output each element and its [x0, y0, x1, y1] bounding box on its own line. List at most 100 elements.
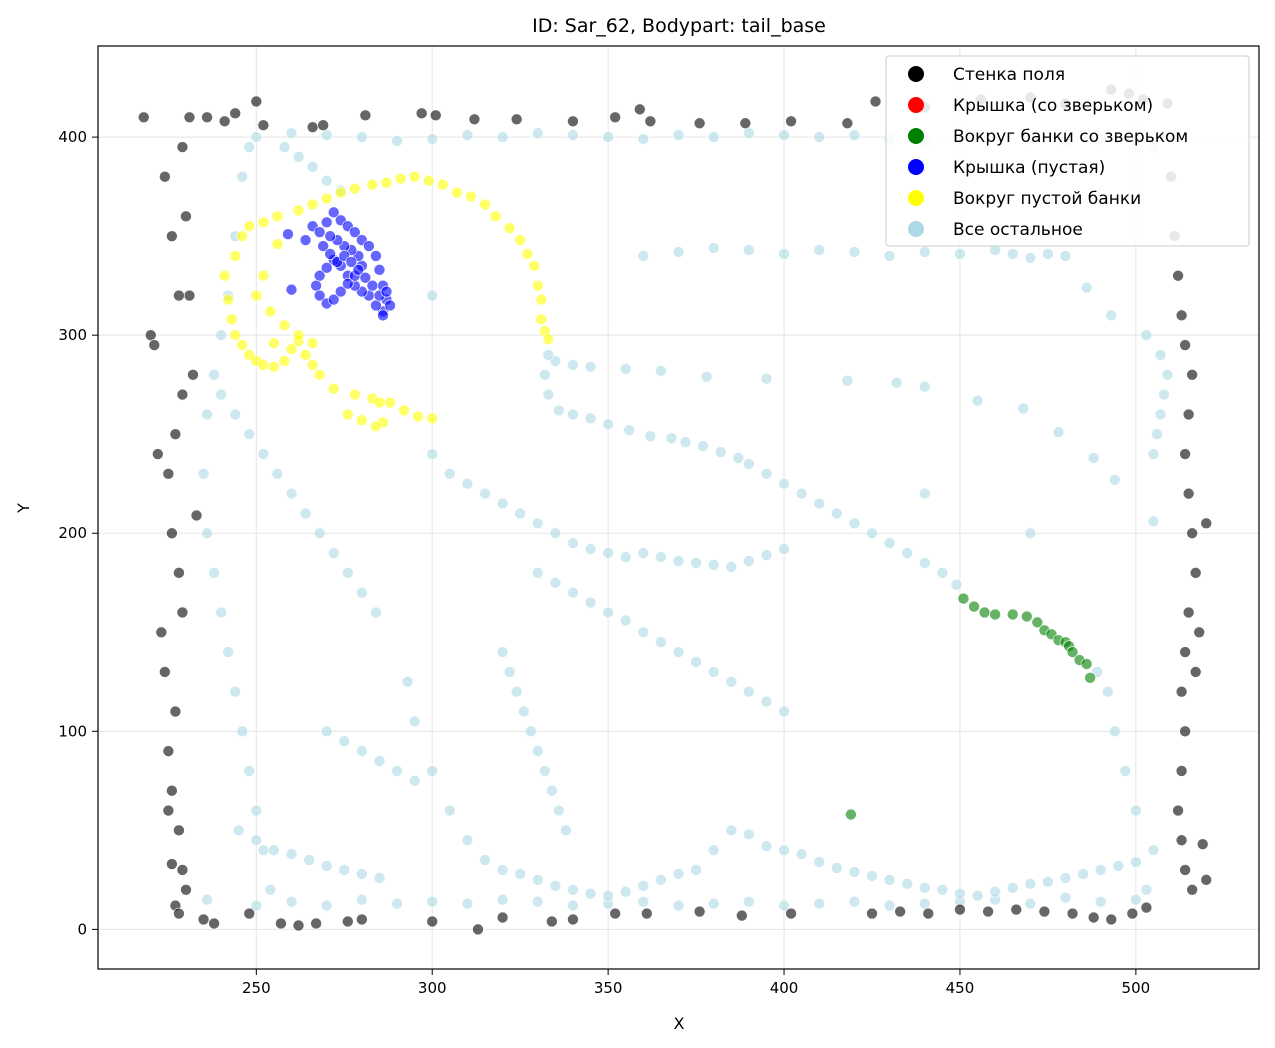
scatter-point — [690, 557, 702, 569]
scatter-point — [356, 913, 368, 926]
scatter-point — [391, 897, 403, 910]
scatter-point — [341, 408, 354, 421]
scatter-point — [560, 824, 572, 837]
scatter-point — [496, 864, 509, 876]
scatter-point — [1130, 804, 1142, 817]
scatter-point — [320, 899, 333, 912]
scatter-point — [1182, 487, 1195, 500]
scatter-point — [345, 256, 358, 268]
scatter-point — [391, 135, 403, 147]
scatter-point — [989, 608, 1001, 621]
scatter-point — [514, 507, 526, 520]
scatter-point — [1006, 608, 1019, 621]
scatter-point — [655, 551, 667, 563]
scatter-point — [883, 899, 896, 912]
scatter-point — [619, 885, 632, 898]
scatter-point — [444, 804, 456, 817]
scatter-point — [883, 537, 896, 549]
scatter-point — [714, 446, 727, 458]
scatter-point — [693, 905, 706, 918]
scatter-point — [264, 305, 277, 318]
scatter-point — [514, 234, 526, 246]
x-tick-label: 300 — [418, 979, 447, 997]
scatter-point — [1151, 428, 1163, 441]
scatter-point — [672, 646, 685, 658]
y-tick-label: 0 — [77, 920, 87, 938]
scatter-point — [426, 412, 439, 425]
scatter-point — [655, 874, 667, 886]
scatter-point — [408, 170, 421, 183]
scatter-point — [313, 368, 326, 381]
scatter-point — [1038, 905, 1051, 918]
scatter-point — [901, 878, 913, 890]
scatter-point — [373, 264, 386, 276]
scatter-point — [173, 289, 185, 302]
scatter-point — [503, 666, 516, 678]
scatter-point — [510, 685, 523, 698]
scatter-point — [707, 897, 720, 910]
scatter-point — [690, 864, 702, 876]
scatter-point — [496, 893, 509, 906]
legend-label: Крышка (со зверьком) — [953, 96, 1153, 116]
scatter-point — [225, 313, 238, 326]
scatter-point — [760, 468, 773, 480]
scatter-point — [173, 907, 185, 920]
scatter-point — [922, 907, 935, 920]
scatter-point — [166, 784, 178, 797]
scatter-point — [257, 269, 270, 282]
scatter-point — [655, 636, 667, 648]
scatter-point — [531, 517, 544, 530]
scatter-point — [373, 396, 386, 409]
scatter-point — [1087, 452, 1100, 464]
scatter-point — [1024, 527, 1037, 540]
scatter-point — [584, 887, 597, 900]
scatter-point — [426, 895, 439, 908]
scatter-point — [271, 210, 284, 223]
scatter-point — [166, 527, 178, 540]
scatter-point — [978, 606, 991, 619]
scatter-point — [232, 824, 245, 837]
scatter-point — [866, 907, 878, 920]
scatter-point — [229, 685, 242, 698]
scatter-point — [795, 848, 808, 860]
scatter-point — [201, 111, 213, 124]
scatter-point — [707, 131, 720, 143]
scatter-point — [1196, 838, 1209, 851]
scatter-point — [1200, 517, 1213, 530]
scatter-point — [250, 289, 263, 302]
scatter-point — [327, 547, 340, 559]
scatter-point — [1175, 834, 1188, 847]
scatter-point — [243, 765, 256, 777]
scatter-point — [176, 141, 189, 153]
scatter-point — [366, 279, 379, 292]
scatter-point — [320, 860, 333, 872]
scatter-point — [426, 765, 439, 777]
scatter-point — [356, 131, 368, 143]
scatter-point — [725, 676, 738, 688]
scatter-point — [1066, 907, 1079, 920]
x-tick-label: 450 — [946, 979, 975, 997]
scatter-point — [292, 204, 305, 217]
scatter-point — [236, 339, 249, 351]
scatter-point — [971, 394, 984, 407]
scatter-point — [517, 705, 530, 718]
scatter-point — [954, 887, 966, 900]
scatter-point — [159, 666, 171, 678]
scatter-point — [465, 190, 477, 203]
scatter-point — [549, 576, 562, 589]
scatter-point — [180, 210, 192, 223]
scatter-point — [257, 359, 270, 371]
scatter-point — [690, 656, 702, 668]
y-axis-label: Y — [14, 503, 33, 514]
scatter-point — [1186, 883, 1198, 896]
scatter-point — [1189, 567, 1202, 579]
scatter-point — [665, 432, 678, 444]
scatter-point — [222, 646, 234, 658]
scatter-point — [524, 725, 537, 738]
scatter-point — [1094, 895, 1107, 908]
scatter-point — [1105, 913, 1118, 926]
scatter-point — [415, 107, 428, 120]
scatter-point — [602, 131, 614, 143]
scatter-point — [1101, 685, 1114, 698]
scatter-point — [503, 222, 516, 235]
